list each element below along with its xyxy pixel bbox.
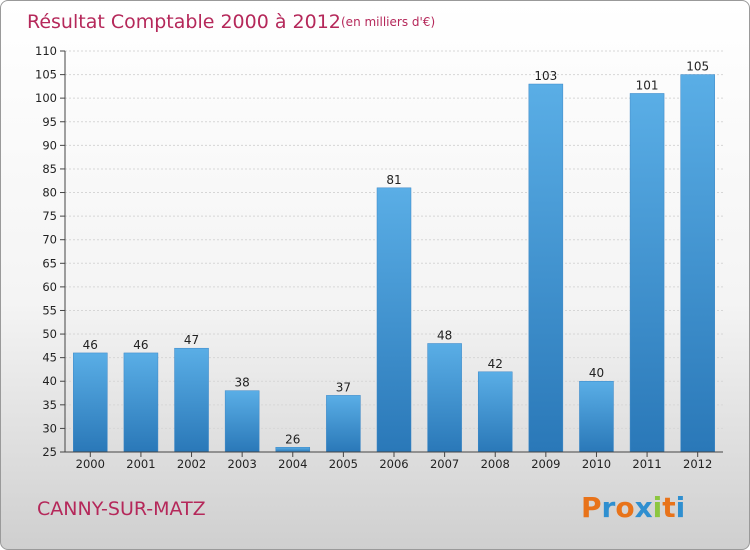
- y-tick-label: 40: [42, 374, 57, 388]
- y-tick-label: 105: [35, 68, 57, 82]
- x-tick-label: 2005: [329, 457, 358, 471]
- bars: 46 46 47 38 26 37 81 48 42 103 40 101 105: [73, 60, 715, 453]
- y-axis: 25 30 35 40 45 50 55 60 65 70 75 80 85 90 95 100 105 110: [35, 44, 66, 459]
- y-tick-label: 45: [42, 351, 57, 365]
- x-tick-label: 2006: [379, 457, 408, 471]
- x-tick-label: 2002: [177, 457, 206, 471]
- chart-subtitle: (en milliers d'€): [341, 15, 435, 29]
- logo-letter: t: [662, 491, 675, 524]
- logo-letter: o: [615, 491, 634, 524]
- bar: [224, 390, 260, 453]
- y-tick-label: 85: [42, 162, 57, 176]
- y-tick-label: 110: [35, 44, 57, 58]
- y-tick-label: 25: [42, 445, 57, 459]
- logo-letter: r: [602, 491, 616, 524]
- grid-lines: [65, 50, 723, 453]
- logo-letter: x: [635, 491, 653, 524]
- y-tick-label: 60: [42, 280, 57, 294]
- data-label: 47: [184, 333, 199, 347]
- y-tick-label: 80: [42, 186, 57, 200]
- x-tick-label: 2007: [430, 457, 459, 471]
- bar: [326, 395, 361, 453]
- logo-letter: i: [653, 491, 663, 524]
- y-tick-label: 50: [42, 327, 57, 341]
- data-label: 105: [686, 60, 709, 74]
- y-tick-label: 95: [42, 115, 57, 129]
- x-tick-label: 2004: [278, 457, 307, 471]
- bar: [123, 352, 159, 453]
- data-label: 103: [534, 69, 557, 83]
- proxiti-logo: Proxiti: [581, 491, 685, 524]
- y-tick-label: 75: [42, 209, 57, 223]
- bar: [174, 347, 209, 453]
- data-label: 42: [488, 357, 503, 371]
- y-tick-label: 30: [42, 421, 57, 435]
- data-label: 81: [386, 173, 401, 187]
- x-axis: 2000 2001 2002 2003 2004 2005 2006 2007 2008 2009…: [65, 451, 723, 471]
- x-tick-label: 2001: [126, 457, 155, 471]
- commune-name: CANNY-SUR-MATZ: [37, 498, 206, 520]
- chart-title: Résultat Comptable 2000 à 2012: [27, 11, 341, 33]
- logo-letter: P: [581, 491, 602, 524]
- bar: [275, 447, 311, 453]
- x-tick-label: 2010: [582, 457, 611, 471]
- logo-letter: i: [676, 491, 686, 524]
- x-tick-label: 2009: [531, 457, 560, 471]
- x-tick-label: 2000: [76, 457, 105, 471]
- y-tick-label: 90: [42, 138, 57, 152]
- data-label: 26: [285, 432, 300, 446]
- x-tick-label: 2011: [632, 457, 661, 471]
- bar: [477, 371, 513, 453]
- y-tick-label: 55: [42, 303, 57, 317]
- y-tick-label: 35: [42, 398, 57, 412]
- data-label: 37: [336, 380, 351, 394]
- x-tick-label: 2008: [481, 457, 510, 471]
- bar: [427, 343, 462, 453]
- bar: [528, 83, 564, 453]
- data-label: 40: [589, 366, 604, 380]
- data-label: 101: [636, 78, 659, 92]
- data-label: 46: [83, 338, 98, 352]
- y-tick-label: 70: [42, 233, 57, 247]
- y-tick-label: 100: [35, 91, 57, 105]
- bar: [73, 352, 108, 453]
- data-label: 38: [235, 376, 250, 390]
- x-tick-label: 2003: [228, 457, 257, 471]
- bar: [680, 74, 715, 453]
- bar: [579, 380, 614, 453]
- data-label: 46: [133, 338, 148, 352]
- data-label: 48: [437, 328, 452, 342]
- y-tick-label: 65: [42, 256, 57, 270]
- x-tick-label: 2012: [683, 457, 712, 471]
- bar: [629, 93, 665, 453]
- bar: [376, 187, 412, 453]
